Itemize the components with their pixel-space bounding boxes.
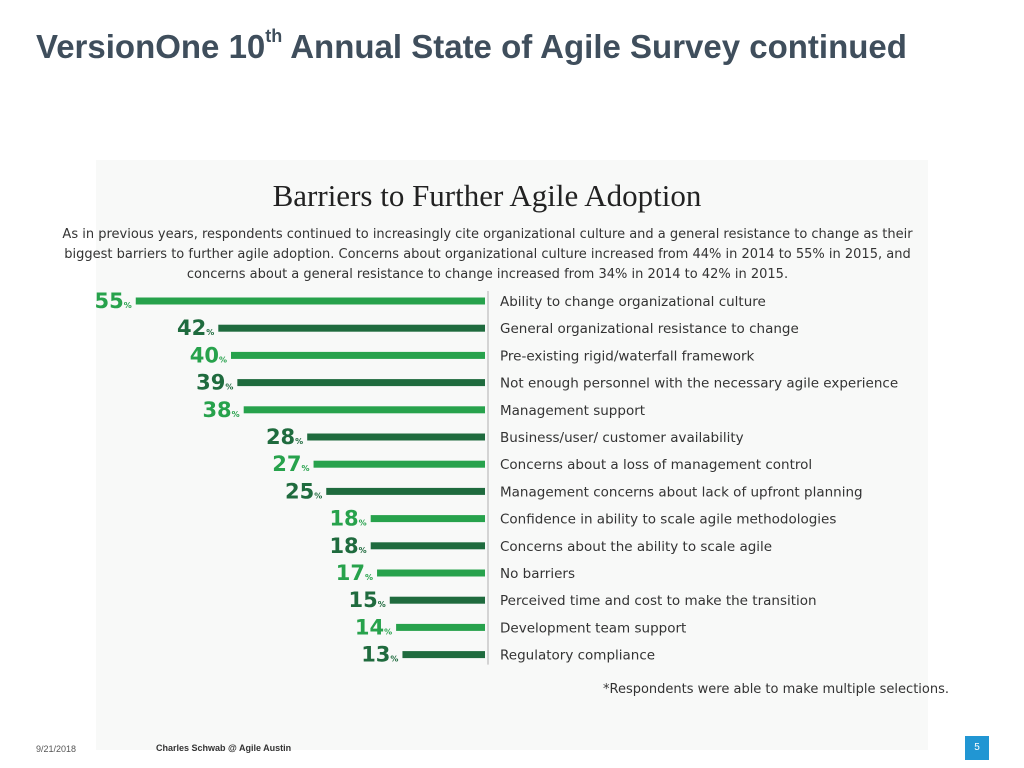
slide-title-main: VersionOne 10 bbox=[36, 28, 266, 65]
slide-title: VersionOne 10th Annual State of Agile Su… bbox=[36, 26, 907, 66]
bar bbox=[326, 487, 485, 495]
value-unit: % bbox=[359, 546, 367, 555]
value-unit: % bbox=[295, 437, 303, 446]
value-unit: % bbox=[124, 301, 132, 310]
value-label: 38% bbox=[202, 398, 239, 422]
value-unit: % bbox=[219, 355, 227, 364]
value-number: 18 bbox=[329, 534, 358, 558]
value-label: 27% bbox=[272, 452, 309, 476]
bar bbox=[370, 515, 485, 523]
value-number: 18 bbox=[329, 507, 358, 531]
value-unit: % bbox=[206, 328, 214, 337]
value-unit: % bbox=[378, 600, 386, 609]
category-label: No barriers bbox=[500, 566, 575, 582]
value-number: 38 bbox=[202, 398, 231, 422]
bar bbox=[402, 651, 485, 659]
bar bbox=[377, 569, 485, 577]
category-label: Ability to change organizational culture bbox=[500, 294, 766, 310]
value-unit: % bbox=[314, 491, 322, 500]
value-unit: % bbox=[384, 627, 392, 636]
value-number: 40 bbox=[190, 343, 219, 367]
value-label: 13% bbox=[361, 643, 398, 667]
bar bbox=[389, 596, 485, 604]
value-label: 17% bbox=[336, 561, 373, 585]
value-number: 14 bbox=[355, 615, 384, 639]
value-unit: % bbox=[302, 464, 310, 473]
footer-date: 9/21/2018 bbox=[36, 744, 77, 754]
slide-title-rest: Annual State of Agile Survey continued bbox=[282, 28, 907, 65]
bar bbox=[370, 542, 485, 550]
value-number: 25 bbox=[285, 479, 314, 503]
value-label: 39% bbox=[196, 371, 233, 395]
bar bbox=[218, 324, 486, 332]
category-label: Management concerns about lack of upfron… bbox=[500, 484, 863, 500]
bar bbox=[396, 623, 485, 631]
value-number: 55 bbox=[95, 289, 124, 313]
value-number: 39 bbox=[196, 371, 225, 395]
value-label: 42% bbox=[177, 316, 214, 340]
value-label: 18% bbox=[329, 507, 366, 531]
value-unit: % bbox=[390, 655, 398, 664]
value-unit: % bbox=[365, 573, 373, 582]
chart-panel bbox=[96, 160, 928, 750]
category-label: Confidence in ability to scale agile met… bbox=[500, 512, 836, 528]
bar bbox=[307, 433, 485, 441]
bar bbox=[313, 460, 485, 468]
category-label: Perceived time and cost to make the tran… bbox=[500, 593, 817, 609]
value-unit: % bbox=[225, 383, 233, 392]
value-number: 42 bbox=[177, 316, 206, 340]
value-number: 28 bbox=[266, 425, 295, 449]
bar bbox=[237, 379, 485, 387]
page-number: 5 bbox=[965, 736, 989, 760]
category-label: Management support bbox=[500, 403, 645, 419]
category-label: General organizational resistance to cha… bbox=[500, 321, 799, 337]
value-number: 13 bbox=[361, 643, 390, 667]
bar bbox=[135, 297, 485, 305]
bar bbox=[231, 351, 485, 359]
value-label: 25% bbox=[285, 479, 322, 503]
value-number: 17 bbox=[336, 561, 365, 585]
category-label: Not enough personnel with the necessary … bbox=[500, 376, 898, 392]
slide-title-superscript: th bbox=[265, 26, 283, 46]
category-label: Concerns about a loss of management cont… bbox=[500, 457, 812, 473]
category-label: Regulatory compliance bbox=[500, 648, 655, 664]
value-unit: % bbox=[232, 410, 240, 419]
category-label: Concerns about the ability to scale agil… bbox=[500, 539, 772, 555]
value-label: 15% bbox=[349, 588, 386, 612]
footer-text: Charles Schwab @ Agile Austin bbox=[156, 743, 292, 753]
value-label: 28% bbox=[266, 425, 303, 449]
value-label: 40% bbox=[190, 343, 227, 367]
bar bbox=[243, 406, 485, 414]
value-label: 14% bbox=[355, 615, 392, 639]
value-number: 27 bbox=[272, 452, 301, 476]
value-unit: % bbox=[359, 519, 367, 528]
category-label: Development team support bbox=[500, 620, 686, 636]
value-label: 18% bbox=[329, 534, 366, 558]
value-label: 55% bbox=[95, 289, 132, 313]
category-label: Pre-existing rigid/waterfall framework bbox=[500, 348, 755, 364]
value-number: 15 bbox=[349, 588, 378, 612]
category-label: Business/user/ customer availability bbox=[500, 430, 744, 446]
chart-footnote: *Respondents were able to make multiple … bbox=[603, 682, 949, 697]
chart-title: Barriers to Further Agile Adoption bbox=[272, 178, 702, 213]
chart-intro-text: As in previous years, respondents contin… bbox=[62, 227, 913, 282]
